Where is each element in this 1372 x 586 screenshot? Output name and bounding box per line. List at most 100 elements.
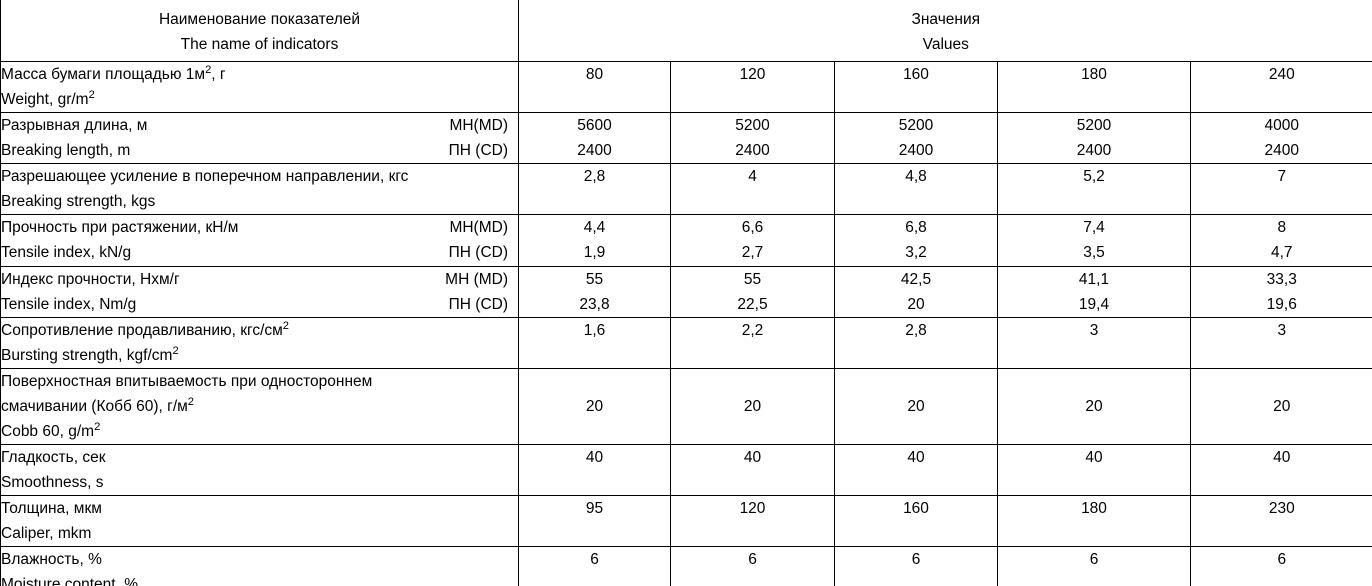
value-cd: 19,6	[1266, 295, 1297, 313]
table-row: Поверхностная впитываемость при одностор…	[0, 367, 1372, 445]
value-md: 33,3	[1266, 270, 1297, 288]
value-md: 230	[1268, 499, 1295, 517]
value-md: 20	[585, 397, 604, 415]
value-md: 4000	[1264, 116, 1299, 134]
indicator-name-cell-breaking-length: Разрывная длина, м МН(MD) Breaking length,…	[0, 111, 519, 164]
indicator-line-en: Caliper, mkm	[1, 521, 518, 546]
table-row: Толщина, мкм Caliper, mkm 95 120 160 180 230	[0, 494, 1372, 547]
header-indicator-ru: Наименование показателей	[158, 11, 361, 28]
indicator-line-ru: Индекс прочности, Нхм/г МН (MD)	[1, 267, 518, 292]
value-cd: 2400	[735, 141, 770, 159]
value-cd: 22,5	[737, 295, 768, 313]
direction-tag-ru: МН (MD)	[445, 270, 508, 288]
value-cell-bursting-strength-240: 3	[1189, 316, 1372, 369]
value-cell-caliper-80: 95	[518, 494, 671, 547]
value-cell-breaking-strength-180: 5,2	[997, 162, 1191, 215]
value-md: 180	[1081, 65, 1107, 83]
value-cd: 2400	[1076, 141, 1112, 159]
table-row: Сопротивление продавливанию, кгс/см2 Burs…	[0, 316, 1372, 369]
indicator-line-ru: Влажность, %	[1, 547, 518, 572]
value-cell-moisture-80: 6	[518, 545, 671, 586]
value-md: 6	[590, 550, 599, 568]
indicator-line-en: Breaking strength, kgs	[1, 189, 518, 214]
value-md: 6	[1277, 550, 1287, 568]
direction-tag-en: ПН (CD)	[448, 295, 508, 313]
table-row: Разрывная длина, м МН(MD) Breaking length,…	[0, 111, 1372, 164]
table-row: Прочность при растяжении, кН/м МН(MD) Tens…	[0, 213, 1372, 267]
indicator-text-ru: Масса бумаги площадью 1м2, г	[1, 63, 226, 83]
table-row: Влажность, % Moisture content, % 6 6 6 6 6	[0, 545, 1372, 586]
value-md: 8	[1277, 218, 1287, 236]
value-cell-caliper-120: 120	[670, 494, 835, 547]
indicator-line-ru: Толщина, мкм	[1, 496, 518, 521]
indicator-name-cell-tensile-index-kn: Прочность при растяжении, кН/м МН(MD) Tens…	[0, 213, 519, 267]
value-cell-breaking-length-120: 5200 2400	[670, 111, 835, 164]
value-cell-tensile-index-nm-180: 41,1 19,4	[997, 265, 1191, 318]
indicator-line-ru: Разрешающее усиление в поперечном направ…	[1, 164, 518, 189]
value-cell-breaking-strength-120: 4	[670, 162, 835, 215]
value-md: 20	[743, 397, 762, 415]
value-cd: 2,7	[741, 243, 764, 261]
value-cell-cobb-60-160: 20	[834, 367, 998, 445]
value-md: 240	[1268, 65, 1295, 83]
value-cell-bursting-strength-80: 1,6	[518, 316, 671, 369]
value-cell-smoothness-120: 40	[670, 443, 835, 496]
value-md: 120	[739, 499, 766, 517]
value-cd: 3,5	[1083, 243, 1105, 261]
indicator-line-en: Tensile index, kN/g ПН (CD)	[1, 240, 518, 265]
indicator-line-ru: Сопротивление продавливанию, кгс/см2	[1, 318, 518, 343]
value-cell-moisture-120: 6	[670, 545, 835, 586]
table-row: Индекс прочности, Нхм/г МН (MD) Tensile in…	[0, 265, 1372, 318]
value-cd: 20	[907, 295, 925, 313]
value-cell-weight-180: 180	[997, 60, 1191, 113]
value-md: 20	[907, 397, 925, 415]
value-md: 1,6	[583, 321, 606, 339]
value-cell-tensile-index-nm-160: 42,5 20	[834, 265, 998, 318]
value-md: 160	[903, 499, 929, 517]
indicator-text-ru: Прочность при растяжении, кН/м	[1, 218, 239, 236]
indicator-line-ru: Масса бумаги площадью 1м2, г	[1, 62, 518, 87]
indicator-name-cell-cobb-60: Поверхностная впитываемость при одностор…	[0, 367, 519, 445]
indicator-line-en: Moisture content, %	[1, 572, 518, 586]
value-cd: 23,8	[579, 295, 610, 313]
value-cd: 3,2	[905, 243, 927, 261]
value-md: 5200	[898, 116, 934, 134]
indicator-line-en: Bursting strength, kgf/cm2	[1, 343, 518, 368]
indicator-text-ru: Толщина, мкм	[1, 499, 102, 517]
value-cell-weight-120: 120	[670, 60, 835, 113]
value-cell-bursting-strength-160: 2,8	[834, 316, 998, 369]
indicator-name-cell-breaking-strength: Разрешающее усиление в поперечном направ…	[0, 162, 519, 215]
indicator-line-ru: Разрывная длина, м МН(MD)	[1, 113, 518, 138]
value-cell-breaking-length-80: 5600 2400	[518, 111, 671, 164]
header-indicator-column: Наименование показателей The name of ind…	[0, 0, 519, 62]
value-cell-weight-160: 160	[834, 60, 998, 113]
indicator-text-en: Tensile index, Nm/g	[1, 295, 137, 313]
value-cell-breaking-strength-240: 7	[1189, 162, 1372, 215]
value-cell-cobb-60-180: 20	[997, 367, 1191, 445]
header-values-en: Values	[922, 36, 969, 53]
value-cell-tensile-index-kn-240: 8 4,7	[1189, 213, 1372, 267]
value-md: 4,8	[905, 167, 927, 185]
value-md: 40	[907, 448, 925, 466]
indicator-text-en: Smoothness, s	[1, 473, 104, 491]
indicator-name-cell-smoothness: Гладкость, сек Smoothness, s	[0, 443, 519, 496]
indicator-line-ru2: смачивании (Кобб 60), г/м2	[1, 394, 518, 419]
value-md: 41,1	[1078, 270, 1110, 288]
value-cell-tensile-index-nm-240: 33,3 19,6	[1189, 265, 1372, 318]
value-cd: 2400	[898, 141, 934, 159]
indicator-text-ru: Влажность, %	[1, 550, 102, 568]
value-cell-smoothness-160: 40	[834, 443, 998, 496]
value-cell-moisture-240: 6	[1189, 545, 1372, 586]
indicator-line-en: Cobb 60, g/m2	[1, 419, 518, 444]
direction-tag-ru: МН(MD)	[449, 218, 508, 236]
value-md: 180	[1081, 499, 1107, 517]
value-md: 2,8	[905, 321, 927, 339]
value-cell-breaking-length-180: 5200 2400	[997, 111, 1191, 164]
value-cell-smoothness-180: 40	[997, 443, 1191, 496]
value-cell-breaking-strength-80: 2,8	[518, 162, 671, 215]
value-cell-cobb-60-80: 20	[518, 367, 671, 445]
value-cell-tensile-index-nm-120: 55 22,5	[670, 265, 835, 318]
table-header-row: Наименование показателей The name of ind…	[0, 0, 1372, 62]
value-cell-smoothness-80: 40	[518, 443, 671, 496]
